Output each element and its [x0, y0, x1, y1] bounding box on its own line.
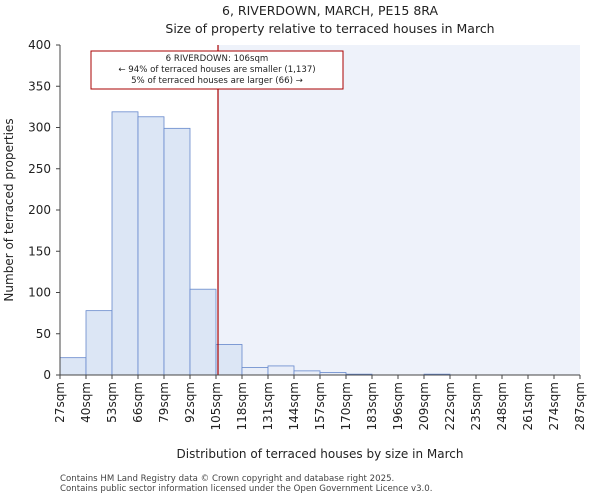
y-tick-label: 50	[36, 327, 51, 341]
annotation-line-2: ← 94% of terraced houses are smaller (1,…	[118, 65, 315, 75]
x-axis-label: Distribution of terraced houses by size …	[177, 447, 464, 461]
histogram-bar	[189, 288, 217, 376]
x-tick-label: 248sqm	[495, 382, 509, 430]
histogram-bar	[111, 111, 139, 376]
x-tick-label: 287sqm	[573, 382, 587, 430]
x-tick-label: 131sqm	[261, 382, 275, 430]
x-tick-label: 183sqm	[365, 382, 379, 430]
histogram-bar	[85, 310, 113, 376]
annotation-line-1: 6 RIVERDOWN: 106sqm	[166, 54, 269, 64]
x-tick-label: 209sqm	[417, 382, 431, 430]
footer-line-1: Contains HM Land Registry data © Crown c…	[60, 474, 395, 484]
histogram-bar	[241, 367, 269, 376]
y-tick-label: 200	[28, 203, 51, 217]
y-tick-label: 350	[28, 79, 51, 93]
histogram-chart: 6, RIVERDOWN, MARCH, PE15 8RA Size of pr…	[2, 3, 587, 461]
x-tick-label: 261sqm	[521, 382, 535, 430]
y-tick-label: 250	[28, 162, 51, 176]
larger-region-shading	[218, 45, 580, 375]
annotation-box: 6 RIVERDOWN: 106sqm ← 94% of terraced ho…	[90, 50, 344, 90]
y-tick-label: 0	[43, 368, 51, 382]
x-tick-label: 170sqm	[339, 382, 353, 430]
x-tick-label: 27sqm	[53, 382, 67, 423]
y-tick-label: 150	[28, 244, 51, 258]
x-tick-label: 53sqm	[105, 382, 119, 423]
x-tick-label: 40sqm	[79, 382, 93, 423]
x-tick-label: 235sqm	[469, 382, 483, 430]
annotation-frame	[90, 50, 344, 90]
x-tick-label: 66sqm	[131, 382, 145, 423]
x-tick-label: 196sqm	[391, 382, 405, 430]
chart-subtitle: Size of property relative to terraced ho…	[165, 21, 494, 36]
y-tick-label: 100	[28, 286, 51, 300]
x-tick-label: 118sqm	[235, 382, 249, 430]
y-tick-label: 300	[28, 121, 51, 135]
histogram-bar	[215, 344, 243, 376]
x-tick-label: 79sqm	[157, 382, 171, 423]
footer-line-2: Contains public sector information licen…	[60, 484, 433, 494]
x-tick-label: 222sqm	[443, 382, 457, 430]
x-tick-label: 105sqm	[209, 382, 223, 430]
histogram-bar	[163, 127, 191, 376]
histogram-bar	[267, 365, 295, 376]
y-tick-label: 400	[28, 38, 51, 52]
x-tick-label: 92sqm	[183, 382, 197, 423]
histogram-bar	[59, 357, 87, 376]
x-tick-label: 144sqm	[287, 382, 301, 430]
histogram-bar	[293, 370, 321, 376]
histogram-bar	[137, 116, 165, 376]
chart-title: 6, RIVERDOWN, MARCH, PE15 8RA	[222, 3, 438, 18]
y-axis-label: Number of terraced properties	[2, 118, 16, 301]
annotation-line-3: 5% of terraced houses are larger (66) →	[131, 76, 303, 86]
x-tick-label: 274sqm	[547, 382, 561, 430]
x-tick-label: 157sqm	[313, 382, 327, 430]
